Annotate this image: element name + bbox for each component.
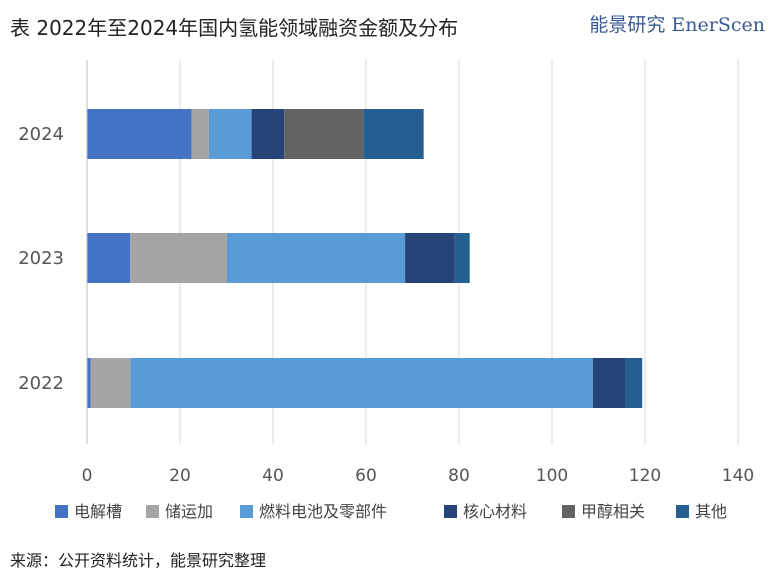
source-note: 来源：公开资料统计，能景研究整理 bbox=[10, 551, 267, 570]
bar-segment bbox=[130, 233, 227, 283]
bar-segment bbox=[87, 109, 192, 159]
bar-segment bbox=[363, 109, 424, 159]
bar-segment bbox=[454, 233, 470, 283]
legend-swatch bbox=[240, 505, 253, 518]
chart-axis: 0 20 40 60 80 100 120 140 2024 2023 2022 bbox=[18, 60, 754, 486]
legend-swatch bbox=[676, 505, 689, 518]
legend-swatch bbox=[146, 505, 159, 518]
bar-segment bbox=[87, 358, 91, 408]
bar-segment bbox=[87, 233, 131, 283]
bar-segment bbox=[251, 109, 285, 159]
legend-label: 其他 bbox=[695, 502, 727, 521]
legend-label: 燃料电池及零部件 bbox=[259, 502, 387, 521]
x-tick-label: 60 bbox=[355, 466, 377, 486]
bar-segment bbox=[130, 358, 593, 408]
bar-segment bbox=[208, 109, 252, 159]
bar-segment bbox=[592, 358, 626, 408]
category-label: 2022 bbox=[18, 373, 64, 394]
legend-swatch bbox=[444, 505, 457, 518]
brand-logo: 能景研究 EnerScen bbox=[589, 14, 765, 36]
bar-segment bbox=[226, 233, 406, 283]
legend-label: 甲醇相关 bbox=[581, 502, 645, 521]
bar-segment bbox=[90, 358, 131, 408]
x-tick-label: 40 bbox=[262, 466, 284, 486]
x-tick-label: 80 bbox=[448, 466, 470, 486]
legend-label: 核心材料 bbox=[463, 502, 527, 521]
x-tick-label: 120 bbox=[629, 466, 661, 486]
x-tick-label: 20 bbox=[169, 466, 191, 486]
bar-segment bbox=[625, 358, 643, 408]
chart-title: 表 2022年至2024年国内氢能领域融资金额及分布 bbox=[10, 16, 459, 40]
bar-segment bbox=[284, 109, 364, 159]
x-tick-label: 100 bbox=[536, 466, 568, 486]
legend-label: 储运加 bbox=[165, 502, 213, 521]
stacked-bar-chart: 0 20 40 60 80 100 120 140 2024 2023 2022 电解槽 储运加 燃料电… bbox=[18, 60, 754, 521]
bar-segment bbox=[191, 109, 209, 159]
x-tick-label: 140 bbox=[722, 466, 754, 486]
x-tick-label: 0 bbox=[82, 466, 93, 486]
legend-swatch bbox=[562, 505, 575, 518]
legend-label: 电解槽 bbox=[74, 502, 122, 521]
legend-swatch bbox=[55, 505, 68, 518]
category-label: 2023 bbox=[18, 248, 64, 269]
chart-bars bbox=[87, 109, 643, 408]
bar-segment bbox=[405, 233, 455, 283]
chart-legend: 电解槽 储运加 燃料电池及零部件 核心材料 甲醇相关 其他 bbox=[55, 502, 727, 521]
category-label: 2024 bbox=[18, 124, 64, 145]
